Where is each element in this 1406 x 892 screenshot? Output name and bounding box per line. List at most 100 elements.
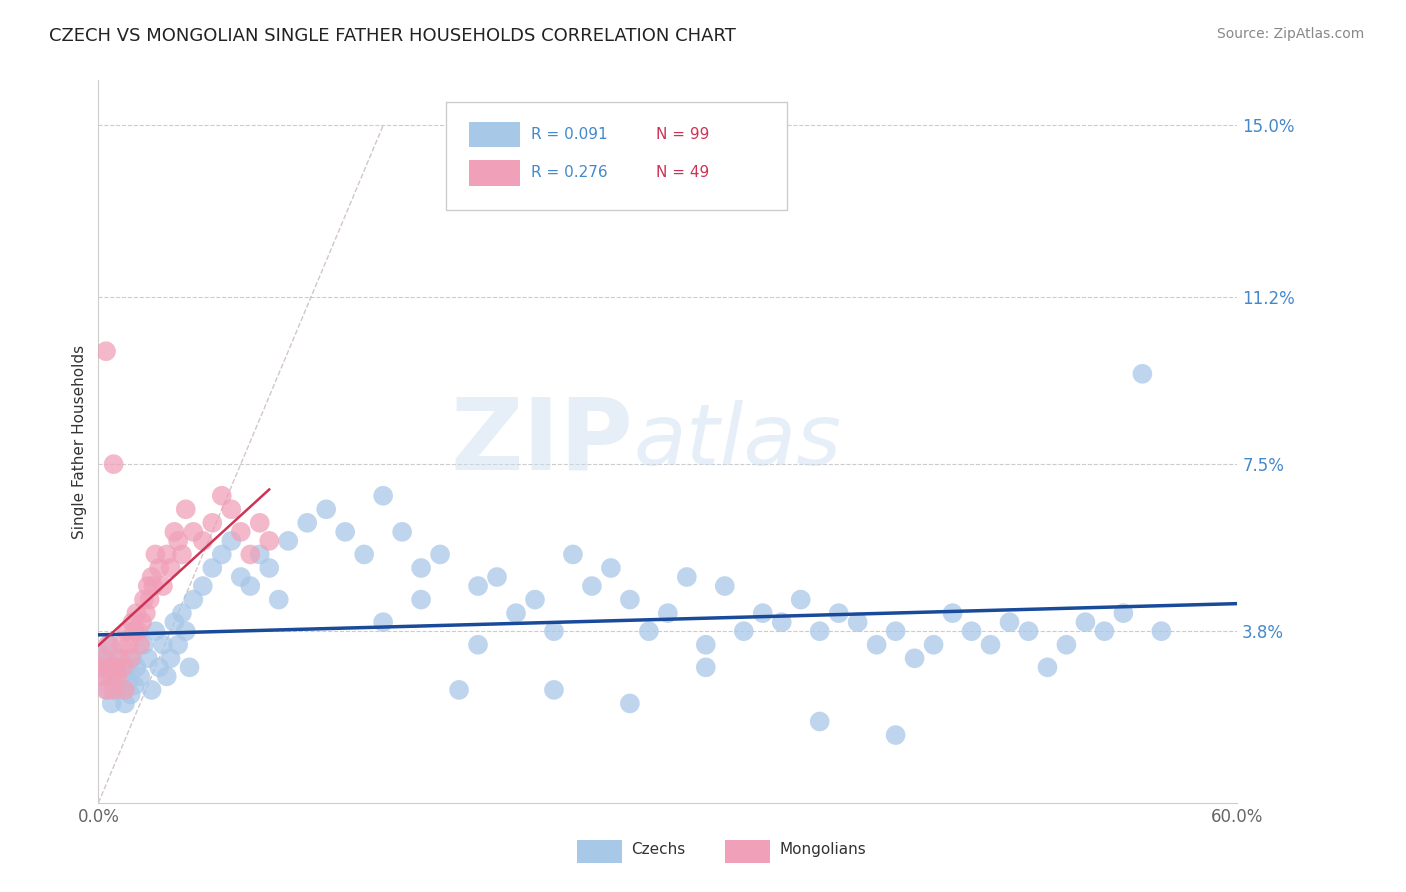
Point	[136, 651, 159, 665]
Point	[120, 687, 142, 701]
Point	[94, 682, 117, 697]
Point	[167, 638, 190, 652]
Point	[179, 660, 201, 674]
Point	[229, 570, 252, 584]
Point	[135, 606, 157, 620]
Point	[131, 615, 153, 630]
Point	[960, 624, 983, 639]
Point	[141, 570, 163, 584]
Point	[152, 638, 174, 652]
Point	[884, 728, 907, 742]
Point	[148, 561, 170, 575]
Point	[114, 682, 136, 697]
Point	[866, 638, 889, 652]
Point	[904, 651, 927, 665]
Point	[94, 651, 117, 665]
Point	[114, 697, 136, 711]
Point	[97, 638, 120, 652]
Point	[152, 579, 174, 593]
Point	[148, 660, 170, 674]
Point	[600, 561, 623, 575]
Bar	[725, 839, 770, 863]
Point	[239, 579, 262, 593]
Point	[371, 615, 394, 630]
Point	[129, 638, 152, 652]
Point	[942, 606, 965, 620]
Point	[124, 678, 146, 692]
Point	[619, 697, 641, 711]
Point	[581, 579, 603, 593]
Point	[714, 579, 737, 593]
Point	[790, 592, 813, 607]
Y-axis label: Single Father Households: Single Father Households	[72, 344, 87, 539]
Point	[353, 548, 375, 562]
Point	[125, 660, 148, 674]
Point	[1150, 624, 1173, 639]
Point	[163, 615, 186, 630]
Point	[98, 638, 121, 652]
Point	[221, 502, 243, 516]
Point	[167, 533, 190, 548]
Point	[97, 682, 120, 697]
Point	[846, 615, 869, 630]
Point	[1094, 624, 1116, 639]
Point	[676, 570, 699, 584]
Bar	[468, 122, 520, 147]
Point	[174, 624, 197, 639]
Point	[752, 606, 775, 620]
Text: Mongolians: Mongolians	[779, 842, 866, 857]
Point	[100, 669, 122, 683]
Point	[118, 638, 141, 652]
Point	[733, 624, 755, 639]
Point	[221, 533, 243, 548]
Point	[136, 579, 159, 593]
Point	[98, 660, 121, 674]
Text: R = 0.276: R = 0.276	[531, 165, 607, 180]
Point	[239, 548, 262, 562]
Point	[267, 592, 290, 607]
Point	[156, 669, 179, 683]
Point	[211, 548, 233, 562]
Point	[191, 533, 214, 548]
Point	[371, 489, 394, 503]
Point	[118, 673, 141, 688]
Point	[110, 638, 132, 652]
Text: Source: ZipAtlas.com: Source: ZipAtlas.com	[1216, 27, 1364, 41]
Text: ZIP: ZIP	[451, 393, 634, 490]
Point	[1018, 624, 1040, 639]
Text: N = 49: N = 49	[657, 165, 710, 180]
Point	[249, 548, 271, 562]
Point	[132, 592, 155, 607]
Point	[112, 660, 135, 674]
Point	[201, 516, 224, 530]
Text: N = 99: N = 99	[657, 127, 710, 142]
Point	[107, 682, 129, 697]
Point	[638, 624, 661, 639]
Point	[121, 651, 143, 665]
Point	[467, 638, 489, 652]
Point	[103, 660, 125, 674]
Point	[174, 502, 197, 516]
Point	[103, 682, 125, 697]
Point	[808, 624, 831, 639]
Point	[93, 651, 115, 665]
Point	[695, 660, 717, 674]
Point	[505, 606, 527, 620]
Point	[138, 592, 160, 607]
Point	[159, 651, 181, 665]
Point	[922, 638, 945, 652]
Point	[125, 606, 148, 620]
Point	[163, 524, 186, 539]
Point	[1112, 606, 1135, 620]
Point	[884, 624, 907, 639]
Point	[104, 660, 127, 674]
Point	[1036, 660, 1059, 674]
Point	[100, 697, 122, 711]
Point	[110, 669, 132, 683]
Point	[108, 651, 131, 665]
Point	[145, 624, 167, 639]
Point	[695, 638, 717, 652]
Point	[159, 561, 181, 575]
Point	[191, 579, 214, 593]
Point	[467, 579, 489, 593]
